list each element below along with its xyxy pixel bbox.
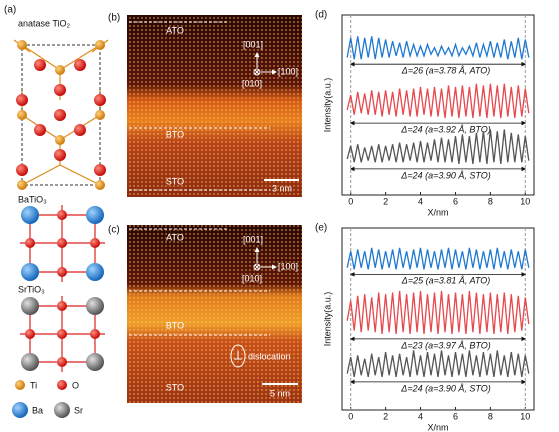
plot-frame bbox=[341, 227, 535, 411]
panel-label: (a) bbox=[4, 5, 16, 16]
direction-label: [010] bbox=[242, 273, 262, 283]
direction-label: [100] bbox=[278, 261, 298, 271]
period-annotation: Δ=26 (a=3.78 Å, ATO) bbox=[401, 66, 490, 76]
x-tick-label: 10 bbox=[520, 196, 530, 206]
batio3-cell bbox=[20, 205, 105, 282]
structure-label: BaTiO₃ bbox=[18, 194, 47, 204]
lattice bbox=[127, 225, 302, 403]
period-annotation: Δ=25 (a=3.81 Å, ATO) bbox=[401, 276, 490, 286]
x-tick-label: 2 bbox=[383, 196, 388, 206]
structure-label: SrTiO₃ bbox=[18, 284, 45, 294]
anatase-atoms bbox=[16, 40, 106, 190]
panel-label: (e) bbox=[315, 223, 327, 234]
direction-label: [001] bbox=[243, 39, 263, 49]
period-annotation: Δ=24 (a=3.90 Å, STO) bbox=[400, 383, 490, 393]
panel-a: (a) anatase TiO₂ BaTiO₃ SrTiO₃ bbox=[4, 5, 109, 418]
scale-label: 3 nm bbox=[272, 183, 292, 193]
layer-label: STO bbox=[166, 176, 184, 186]
x-tick-label: 8 bbox=[488, 196, 493, 206]
srtio3-cell bbox=[20, 296, 105, 372]
y-axis-label: Intensity(a.u.) bbox=[322, 292, 332, 347]
legend-label: O bbox=[72, 380, 79, 390]
panel-label: (d) bbox=[315, 10, 327, 21]
direction-label: [010] bbox=[242, 78, 262, 88]
orientation bbox=[253, 247, 277, 271]
panel-label: (b) bbox=[108, 13, 120, 24]
direction-label: [001] bbox=[243, 234, 263, 244]
profile-line bbox=[346, 83, 530, 119]
legend-label: Ti bbox=[30, 380, 37, 390]
interfaces bbox=[129, 228, 270, 336]
x-tick-label: 10 bbox=[520, 411, 530, 421]
layer-label: ATO bbox=[166, 232, 184, 242]
panel-label: (c) bbox=[108, 225, 120, 236]
x-tick-label: 6 bbox=[453, 411, 458, 421]
direction-label: [100] bbox=[278, 66, 298, 76]
layer-label: ATO bbox=[166, 25, 184, 35]
dislocation-marker bbox=[230, 344, 246, 368]
structure-label: anatase TiO₂ bbox=[18, 18, 71, 28]
x-axis-label: X/nm bbox=[427, 207, 448, 217]
layer-label: STO bbox=[166, 382, 184, 392]
x-tick-label: 4 bbox=[418, 411, 423, 421]
legend-label: Ba bbox=[32, 405, 43, 415]
orientation bbox=[253, 52, 277, 76]
panel-c: (c) ATO BTO STO [001] [010] [100] disloc… bbox=[108, 225, 302, 403]
panel-b: (b) ATO BTO STO [001] [010] [100] 3 nm bbox=[108, 13, 302, 197]
profile-line bbox=[346, 290, 530, 334]
profile-line bbox=[346, 350, 530, 378]
lattice bbox=[127, 15, 302, 197]
x-tick-label: 6 bbox=[453, 196, 458, 206]
period-annotation: Δ=24 (a=3.92 Å, BTO) bbox=[400, 124, 490, 134]
annotation: dislocation bbox=[248, 351, 291, 361]
layer-label: BTO bbox=[166, 129, 184, 139]
profile-line bbox=[346, 129, 530, 164]
x-tick-label: 0 bbox=[348, 196, 353, 206]
legend: Ti O Ba Sr bbox=[12, 380, 83, 418]
plot-frame bbox=[341, 14, 535, 196]
profile-line bbox=[346, 247, 530, 270]
scale-label: 5 nm bbox=[270, 388, 290, 398]
x-tick-label: 8 bbox=[488, 411, 493, 421]
y-axis-label: Intensity(a.u.) bbox=[322, 78, 332, 133]
x-tick-label: 4 bbox=[418, 196, 423, 206]
x-tick-label: 2 bbox=[383, 411, 388, 421]
period-annotation: Δ=23 (a=3.97 Å, BTO) bbox=[400, 340, 490, 350]
profile-line bbox=[346, 36, 530, 60]
period-annotation: Δ=24 (a=3.90 Å, STO) bbox=[400, 170, 490, 180]
x-tick-label: 0 bbox=[348, 411, 353, 421]
interfaces bbox=[129, 21, 270, 191]
layer-label: BTO bbox=[166, 320, 184, 330]
x-axis-label: X/nm bbox=[427, 422, 448, 432]
legend-label: Sr bbox=[74, 405, 83, 415]
